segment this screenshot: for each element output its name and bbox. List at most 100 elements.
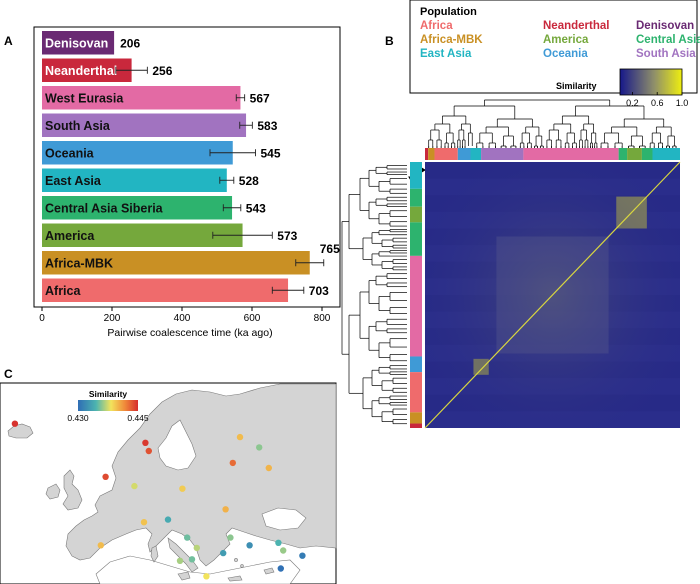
legend-entry-west-eurasia: West Eurasia [420,0,493,3]
map-colorbar [78,400,138,411]
left-annotation-oceania [410,356,422,373]
value-label-america: 573 [277,229,297,243]
bar-east-asia [42,168,227,192]
panel-c-map: C [0,367,337,584]
sicily-shape [177,571,191,581]
bar-africa [42,278,289,302]
legend-entry-east-asia: East Asia [420,48,472,60]
bar-label-east-asia: East Asia [45,174,102,188]
value-label-neanderthal: 256 [152,64,172,78]
value-label-central-asia-siberia: 543 [246,201,266,215]
mediterranean-sea [95,555,301,584]
left-annotation-west-eurasia [410,255,422,357]
legend-entry-south-asia: South Asia [636,48,696,60]
left-annotation-america [410,206,422,223]
left-annotation-central-asia-siberia [410,188,422,207]
heatmap-colorbar-tick-label: 0.6 [651,98,664,108]
heatmap [424,161,681,429]
legend-entry-central-asia-siberia: Central Asia Siberia [636,34,700,46]
map-point [179,485,186,492]
map-point [227,534,234,541]
x-tick-label: 200 [104,313,121,324]
left-dendrogram [341,165,407,425]
map-point [275,539,282,546]
value-label-oceania: 545 [261,146,281,160]
map-point [140,519,148,526]
bar-label-central-asia-siberia: Central Asia Siberia [45,201,164,215]
map-point [246,542,253,549]
map-point [229,459,236,467]
map-point [142,439,149,446]
map-point [222,506,229,513]
legend-entry-neanderthal: Neanderthal [543,20,609,32]
top-annotation-africa [434,148,458,160]
top-annotation-west-eurasia [523,148,619,160]
value-label-east-asia: 528 [239,174,259,188]
map-point [188,556,196,563]
britain-shape [62,469,83,511]
map-point [102,473,109,480]
x-axis-title: Pairwise coalescence time (ka ago) [107,327,272,339]
map-point [277,565,284,572]
map-point [203,573,210,580]
bar-label-america: America [45,229,95,243]
bar-central-asia-siberia [42,196,233,220]
map-point [193,544,200,552]
left-annotation-central-asia-siberia [410,222,422,256]
bar-label-africa: Africa [45,284,81,298]
x-axis: 0 200 400 600 800 [34,306,340,324]
map-points [11,420,306,580]
black-sea [261,507,307,531]
map-point [145,447,152,455]
bar-west-eurasia [42,86,241,110]
top-annotation-neanderthal [425,148,429,160]
bar-label-west-eurasia: West Eurasia [45,91,124,105]
heatmap-colorbar-title: Similarity [556,81,597,91]
x-tick-label: 0 [39,313,45,324]
x-tick-label: 600 [244,313,261,324]
panel-a-letter: A [4,34,13,48]
value-label-denisovan: 206 [120,36,140,50]
heatmap-colorbar-tick-label: 0.2 [626,98,639,108]
map-colorbar-title: Similarity [89,389,128,399]
map-point [184,534,191,541]
legend-title: Population [420,6,477,18]
top-annotation-central-asia-siberia [641,148,653,160]
map-colorbar-ticks: 0.430 0.445 [67,413,149,423]
x-tick-label: 800 [314,313,331,324]
map-point [11,420,19,427]
heatmap-colorbar [619,68,683,96]
bar-africa-mbk [42,251,310,275]
left-annotation-bar [410,162,422,428]
map-point [236,433,244,441]
map-point [265,464,272,472]
legend-entries: Africa Neanderthal Denisovan Africa-MBK Amer… [420,0,700,60]
top-annotation-east-asia [470,148,482,160]
left-annotation-neanderthal [410,423,422,428]
top-annotation-america [627,148,642,160]
map-point [164,516,172,523]
legend-entry-oceania: Oceania [543,48,588,60]
italy-shape [167,537,199,573]
map-point [280,547,287,554]
map-point [256,444,263,451]
legend-entry-america: America [543,34,589,46]
top-annotation-oceania [457,148,471,160]
left-annotation-africa-mbk [410,412,422,424]
bar-america [42,223,243,247]
map-point [299,552,306,559]
heatmap-diagonal [424,161,681,429]
map-point [131,482,138,490]
left-annotation-east-asia [410,162,422,189]
ireland-shape [45,483,61,500]
heatmap-colorbar-ticks: 0.2 0.6 1.0 [626,92,688,108]
top-annotation-bar [425,148,680,160]
crete-shape [227,575,243,582]
sardinia-shape [150,545,159,563]
map-point [176,557,184,564]
map-colorbar-tick-label: 0.445 [127,413,149,423]
value-label-west-eurasia: 567 [250,91,270,105]
bar-oceania [42,141,233,165]
